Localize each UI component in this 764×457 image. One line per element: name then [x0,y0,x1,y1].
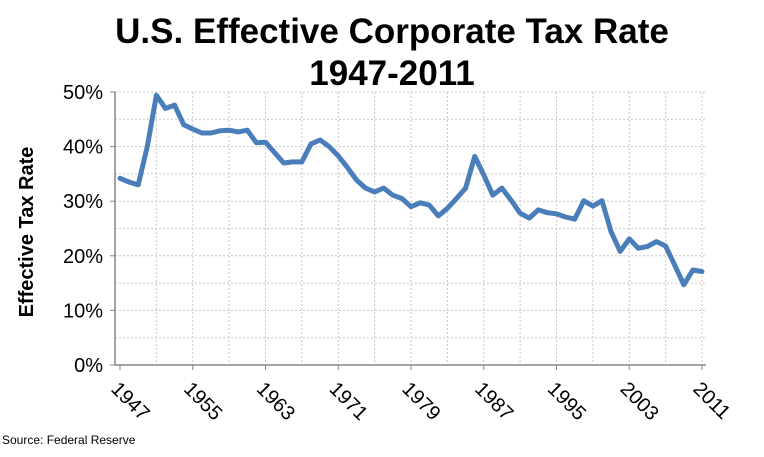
x-tick-label: 1963 [252,378,299,425]
x-tick-label: 1955 [179,378,226,425]
y-axis-label: Effective Tax Rate [16,147,38,318]
y-tick-label: 30% [63,191,103,213]
x-tick-label: 1947 [106,378,153,425]
y-tick-label: 20% [63,246,103,268]
x-tick-label: 1979 [397,378,444,425]
y-tick-label: 10% [63,300,103,322]
y-tick-label: 40% [63,137,103,159]
y-tick-label: 0% [74,355,103,377]
series-line [117,92,705,288]
x-tick-label: 1971 [325,378,372,425]
x-tick-label: 2003 [616,378,663,425]
source-note: Source: Federal Reserve [2,433,136,447]
x-tick-label: 1987 [470,378,517,425]
chart-subtitle: 1947-2011 [309,54,474,93]
y-tick-label: 50% [63,82,103,104]
x-tick-label: 1995 [543,378,590,425]
chart-title: U.S. Effective Corporate Tax Rate [115,12,669,51]
x-tick-label: 2011 [688,378,734,424]
